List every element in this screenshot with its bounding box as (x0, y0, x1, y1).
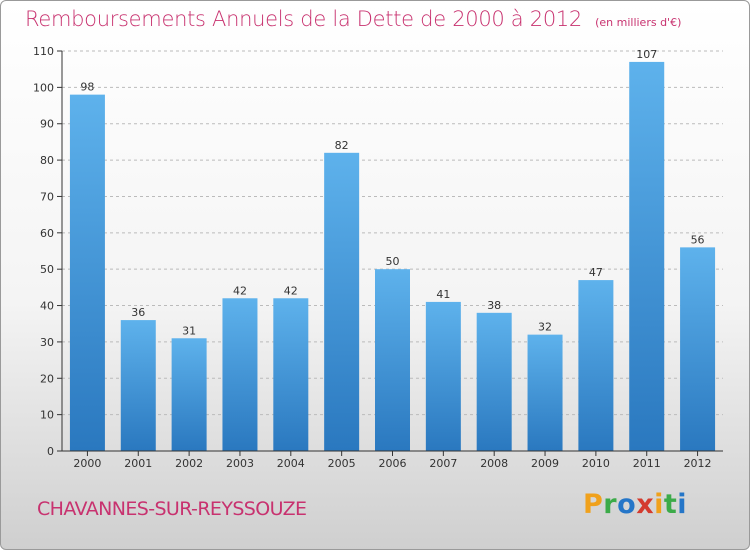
value-label-2004: 42 (284, 284, 298, 297)
value-label-2009: 32 (538, 321, 552, 334)
x-tick-label-2012: 2012 (684, 457, 712, 470)
y-tick-label-70: 70 (40, 190, 54, 203)
logo-letter-3: o (617, 489, 637, 520)
logo-letter-6: t (663, 489, 678, 520)
value-label-2001: 36 (131, 306, 145, 319)
x-tick-label-2010: 2010 (582, 457, 610, 470)
chart-title: Remboursements Annuels de la Dette de 20… (25, 7, 681, 31)
value-label-2007: 41 (436, 288, 450, 301)
chart-unit-note: (en milliers d'€) (595, 16, 682, 29)
bar-2007[interactable] (425, 301, 461, 451)
x-tick-label-2008: 2008 (480, 457, 508, 470)
chart-title-main: Remboursements Annuels de la Dette de 20… (25, 7, 582, 31)
logo-letter-4: x (636, 489, 655, 520)
x-tick-label-2007: 2007 (429, 457, 457, 470)
x-tick-label-2000: 2000 (73, 457, 101, 470)
logo-letter-7: i (677, 489, 688, 520)
y-tick-label-40: 40 (40, 300, 54, 313)
x-tick-label-2011: 2011 (633, 457, 661, 470)
x-tick-label-2006: 2006 (379, 457, 407, 470)
x-tick-label-2004: 2004 (277, 457, 305, 470)
bar-2004[interactable] (273, 298, 309, 451)
value-label-2006: 50 (386, 255, 400, 268)
value-label-2002: 31 (182, 324, 196, 337)
bar-2012[interactable] (680, 247, 716, 451)
bars (69, 61, 716, 452)
y-tick-label-110: 110 (33, 45, 54, 58)
bar-2011[interactable] (629, 61, 665, 452)
y-tick-label-60: 60 (40, 227, 54, 240)
bar-2005[interactable] (324, 152, 360, 451)
value-label-2000: 98 (80, 81, 94, 94)
value-label-2008: 38 (487, 299, 501, 312)
bar-2009[interactable] (527, 334, 563, 451)
logo-letter-5: i (654, 489, 664, 520)
y-tick-label-30: 30 (40, 336, 54, 349)
bar-2001[interactable] (120, 320, 156, 451)
logo-letter-2: r (603, 489, 618, 520)
axes (57, 50, 723, 456)
bar-2003[interactable] (222, 298, 258, 451)
value-label-2003: 42 (233, 284, 247, 297)
y-tick-label-20: 20 (40, 372, 54, 385)
city-name: CHAVANNES-SUR-REYSSOUZE (37, 498, 307, 520)
value-label-2012: 56 (691, 233, 705, 246)
x-tick-label-2001: 2001 (124, 457, 152, 470)
bar-2000[interactable] (69, 94, 105, 452)
y-tick-label-100: 100 (33, 81, 54, 94)
x-tick-label-2002: 2002 (175, 457, 203, 470)
y-tick-label-50: 50 (40, 263, 54, 276)
value-label-2010: 47 (589, 266, 603, 279)
y-tick-label-0: 0 (47, 445, 54, 458)
proxiti-logo[interactable]: Proxiti (583, 489, 687, 520)
y-tick-label-10: 10 (40, 409, 54, 422)
bar-2006[interactable] (375, 269, 410, 451)
bar-2002[interactable] (171, 338, 207, 451)
x-tick-label-2005: 2005 (328, 457, 356, 470)
bar-2010[interactable] (578, 280, 614, 451)
value-label-2005: 82 (335, 139, 349, 152)
value-label-2011: 107 (636, 48, 657, 61)
y-tick-label-80: 80 (40, 154, 54, 167)
bar-2008[interactable] (476, 312, 512, 451)
x-tick-label-2003: 2003 (226, 457, 254, 470)
y-tick-label-90: 90 (40, 118, 54, 131)
x-tick-label-2009: 2009 (531, 457, 559, 470)
labels: 0 10 20 30 40 50 60 70 80 90 100 110 98 2000 36 2001 31 2… (33, 45, 712, 470)
logo-letter-1: P (583, 489, 604, 520)
